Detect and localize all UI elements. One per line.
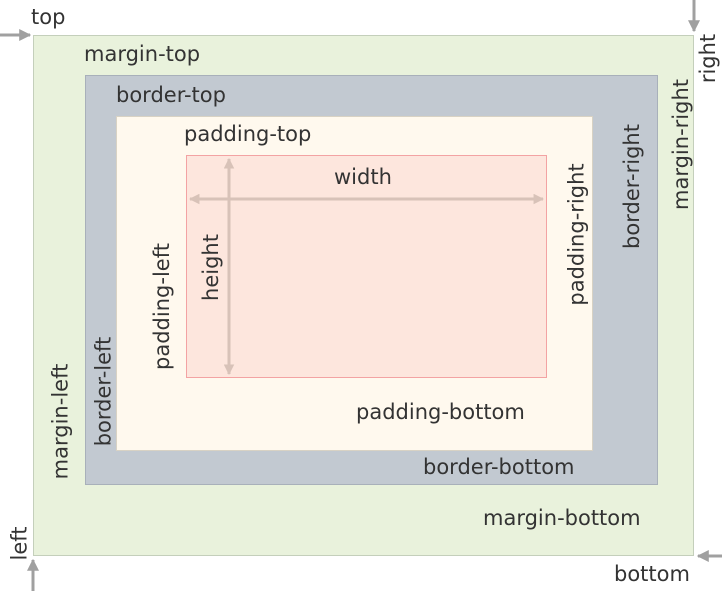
border-left-label: border-left [91,336,116,447]
padding-left-label: padding-left [149,243,174,370]
border-top-label: border-top [116,83,226,107]
width-label: width [334,165,392,189]
margin-top-label: margin-top [84,42,201,66]
right-label: right [696,33,721,84]
border-bottom-label: border-bottom [423,455,575,479]
border-right-label: border-right [619,124,644,249]
padding-bottom-label: padding-bottom [356,400,525,424]
padding-right-label: padding-right [564,163,589,306]
height-label: height [198,234,223,301]
margin-right-label: margin-right [668,79,693,210]
content-area [186,155,547,378]
top-label: top [31,5,66,29]
padding-top-label: padding-top [184,122,312,146]
left-label: left [7,526,32,561]
margin-bottom-label: margin-bottom [483,506,641,530]
bottom-label: bottom [614,562,690,586]
margin-left-label: margin-left [48,363,73,480]
